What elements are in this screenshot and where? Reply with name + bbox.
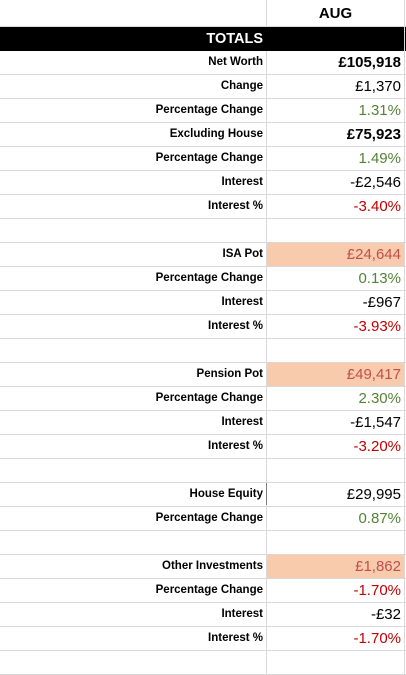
row-label-cell[interactable]: Pension Pot: [0, 363, 267, 386]
row-label-cell[interactable]: Interest %: [0, 627, 267, 650]
table-row: Interest % -3.20%: [0, 435, 406, 459]
row-value-cell[interactable]: £49,417: [267, 363, 404, 386]
row-label-cell[interactable]: Interest: [0, 171, 267, 194]
row-value-cell[interactable]: [267, 339, 404, 362]
table-row: Percentage Change 1.49%: [0, 147, 406, 171]
row-label-cell[interactable]: Percentage Change: [0, 267, 267, 290]
row-label-cell[interactable]: Interest: [0, 603, 267, 626]
row-value-cell[interactable]: -£2,546: [350, 174, 401, 191]
table-row: Excluding House £75,923: [0, 123, 406, 147]
column-header-month[interactable]: AUG: [318, 5, 353, 22]
table-row: Interest % -3.93%: [0, 315, 406, 339]
table-row: Interest -£967: [0, 291, 406, 315]
row-value-cell[interactable]: 1.31%: [358, 102, 401, 119]
blank-row: [0, 459, 406, 483]
row-label-cell[interactable]: Percentage Change: [0, 387, 267, 410]
row-value-cell[interactable]: -£967: [362, 294, 401, 311]
table-row: Pension Pot £49,417: [0, 363, 406, 387]
row-label-cell[interactable]: [0, 651, 267, 674]
table-row: Change £1,370: [0, 75, 406, 99]
row-label-cell[interactable]: ISA Pot: [0, 243, 267, 266]
row-value-cell[interactable]: -1.70%: [353, 630, 401, 647]
row-label-cell[interactable]: Percentage Change: [0, 507, 267, 530]
blank-row: [0, 219, 406, 243]
row-label-cell[interactable]: Interest %: [0, 315, 267, 338]
row-label-cell[interactable]: Percentage Change: [0, 99, 267, 122]
row-label-cell[interactable]: Net Worth: [0, 51, 267, 74]
row-value-cell[interactable]: -1.70%: [353, 582, 401, 599]
row-value-cell[interactable]: 1.49%: [358, 150, 401, 167]
row-value-cell[interactable]: [267, 531, 404, 554]
row-value-cell[interactable]: [267, 459, 404, 482]
cell-border-marker: [266, 483, 267, 505]
row-label-cell[interactable]: Interest %: [0, 435, 267, 458]
row-value-cell[interactable]: [267, 219, 404, 242]
row-label-cell[interactable]: [0, 339, 267, 362]
row-value-cell[interactable]: 0.87%: [358, 510, 401, 527]
table-row: ISA Pot £24,644: [0, 243, 406, 267]
row-label-cell[interactable]: Interest: [0, 291, 267, 314]
row-label-cell[interactable]: Other Investments: [0, 555, 267, 578]
column-header-empty-cell[interactable]: [0, 0, 267, 26]
row-value-cell[interactable]: £75,923: [346, 126, 401, 143]
row-value-cell[interactable]: [267, 651, 404, 674]
row-value-cell[interactable]: -3.40%: [353, 198, 401, 215]
table-row: Interest -£1,547: [0, 411, 406, 435]
row-label-cell[interactable]: Percentage Change: [0, 147, 267, 170]
row-label-cell[interactable]: House Equity: [0, 483, 267, 506]
table-row: Percentage Change 0.87%: [0, 507, 406, 531]
row-value-cell[interactable]: £1,370: [355, 78, 401, 95]
row-label-cell[interactable]: Interest: [0, 411, 267, 434]
table-row: Percentage Change 2.30%: [0, 387, 406, 411]
totals-section-header[interactable]: TOTALS: [0, 27, 406, 51]
table-row: Net Worth £105,918: [0, 51, 406, 75]
table-row: Percentage Change 1.31%: [0, 99, 406, 123]
blank-row: [0, 339, 406, 363]
row-value-cell[interactable]: £1,862: [267, 555, 404, 578]
column-header-row: AUG: [0, 0, 406, 27]
row-value-cell[interactable]: £29,995: [346, 486, 401, 503]
row-value-cell[interactable]: £24,644: [267, 243, 404, 266]
table-row: Percentage Change 0.13%: [0, 267, 406, 291]
row-label-cell[interactable]: Interest %: [0, 195, 267, 218]
table-row: Interest -£2,546: [0, 171, 406, 195]
row-label-cell[interactable]: [0, 531, 267, 554]
row-value-cell[interactable]: 0.13%: [358, 270, 401, 287]
table-row: Percentage Change -1.70%: [0, 579, 406, 603]
row-value-cell[interactable]: 2.30%: [358, 390, 401, 407]
blank-row: [0, 531, 406, 555]
row-label-cell[interactable]: Change: [0, 75, 267, 98]
table-row: Interest % -1.70%: [0, 627, 406, 651]
table-row: Other Investments £1,862: [0, 555, 406, 579]
row-label-cell[interactable]: Excluding House: [0, 123, 267, 146]
row-value-cell[interactable]: -£32: [370, 606, 401, 623]
sheet-right-edge: [404, 0, 405, 675]
table-row: Interest -£32: [0, 603, 406, 627]
totals-title: TOTALS: [206, 31, 263, 47]
table-row: Interest % -3.40%: [0, 195, 406, 219]
blank-row: [0, 651, 406, 675]
row-value-cell[interactable]: -3.20%: [353, 438, 401, 455]
table-row: House Equity £29,995: [0, 483, 406, 507]
row-value-cell[interactable]: -3.93%: [353, 318, 401, 335]
row-label-cell[interactable]: [0, 219, 267, 242]
row-label-cell[interactable]: [0, 459, 267, 482]
row-value-cell[interactable]: -£1,547: [350, 414, 401, 431]
row-value-cell[interactable]: £105,918: [338, 54, 401, 71]
row-label-cell[interactable]: Percentage Change: [0, 579, 267, 602]
